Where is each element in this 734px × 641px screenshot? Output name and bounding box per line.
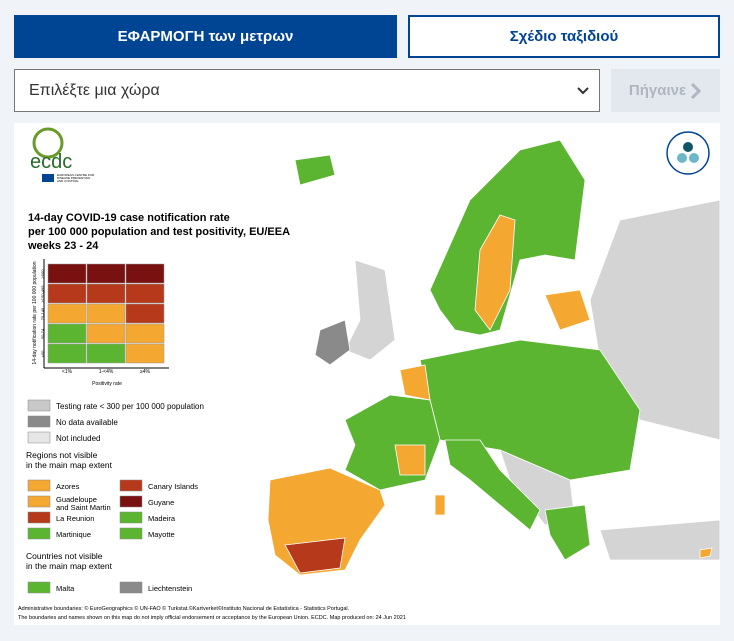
italy	[444, 439, 541, 531]
y-axis-label: 14-day notification rate per 100 000 pop…	[32, 261, 38, 364]
country-label: Liechtenstein	[148, 584, 192, 593]
finland-region	[544, 289, 591, 331]
select-placeholder: Επιλέξτε μια χώρα	[29, 81, 160, 99]
matrix-cell	[86, 343, 126, 364]
region-label: Martinique	[56, 530, 91, 539]
turkey	[599, 519, 720, 561]
y-label: ≥150-499	[40, 285, 45, 303]
logo-sub: AND CONTROL	[57, 179, 79, 183]
matrix-cell	[125, 263, 165, 284]
swatch	[27, 495, 51, 508]
country-select[interactable]: Επιλέξτε μια χώρα	[14, 69, 600, 112]
swatch	[119, 511, 143, 524]
x-label: ≥4%	[140, 369, 151, 375]
x-label: 1-<4%	[99, 369, 114, 375]
logo-sub: DISEASE PREVENTION	[57, 176, 90, 180]
iceland	[294, 154, 336, 186]
dot	[683, 142, 693, 152]
matrix-cell	[86, 263, 126, 284]
legend-label: Not included	[56, 434, 100, 443]
swatch	[27, 399, 51, 412]
countries-heading: in the main map extent	[26, 561, 113, 571]
tab-travel[interactable]: Σχέδιο ταξιδιού	[408, 15, 720, 58]
matrix-cell	[125, 323, 165, 344]
footer: Administrative boundaries: © EuroGeograp…	[18, 605, 350, 612]
logo-globe	[32, 127, 64, 159]
sweden-region	[474, 214, 516, 331]
swatch	[119, 495, 143, 508]
matrix-cell	[47, 283, 87, 304]
footer: The boundaries and names shown on this m…	[18, 615, 406, 621]
layers-button[interactable]	[666, 131, 710, 175]
matrix-cell	[47, 263, 87, 284]
swatch	[119, 479, 143, 492]
ireland	[314, 319, 351, 366]
country-label: Malta	[56, 584, 75, 593]
dot	[689, 153, 699, 163]
non-eu-east	[589, 199, 720, 441]
region-label: Azores	[56, 482, 80, 491]
arrow	[691, 82, 702, 99]
swatch	[27, 479, 51, 492]
regions-heading: Regions not visible	[26, 450, 98, 460]
matrix-cell	[86, 283, 126, 304]
region-label: Guyane	[148, 498, 174, 507]
map	[267, 139, 720, 576]
sardinia	[434, 494, 446, 516]
swatch	[27, 527, 51, 540]
region-label: Canary Islands	[148, 482, 198, 491]
benelux	[399, 364, 431, 401]
swatch	[119, 527, 143, 540]
y-label: 50-74	[40, 328, 45, 339]
x-label: <1%	[62, 369, 73, 375]
swatch	[27, 431, 51, 444]
cyprus	[699, 547, 713, 559]
matrix-cell	[86, 303, 126, 324]
swatch	[27, 511, 51, 524]
andalusia	[284, 537, 346, 574]
title: 14-day COVID-19 case notification rate	[28, 212, 230, 224]
title: weeks 23 - 24	[27, 240, 99, 252]
greece	[544, 504, 591, 561]
matrix-cell	[125, 283, 165, 304]
matrix-cell	[125, 303, 165, 324]
matrix: ≥500 ≥150-499 75-149 50-74 <50 <1% 1-<4% ≥4% 14-…	[32, 259, 169, 387]
swatch	[27, 415, 51, 428]
logo-name: ecdc	[30, 151, 72, 173]
legend-label: Testing rate < 300 per 100 000 populatio…	[56, 402, 204, 411]
swatch	[27, 581, 51, 594]
region-label: Guadeloupe and Saint Martin	[56, 495, 111, 512]
region-label: La Reunion	[56, 514, 94, 523]
matrix-cell	[47, 303, 87, 324]
countries-heading: Countries not visible	[26, 551, 103, 561]
region-label: Mayotte	[148, 530, 175, 539]
go-button[interactable]: Πήγαινε	[611, 69, 720, 112]
eu-flag	[42, 174, 54, 182]
dot	[677, 153, 687, 163]
y-label: <50	[40, 350, 45, 358]
swatch	[119, 581, 143, 594]
uk	[344, 259, 396, 361]
logo: ecdc EUROPEAN CENTRE FOR DISEASE PREVENT…	[30, 127, 95, 183]
x-axis-label: Positivity rate	[92, 381, 122, 387]
france-region	[394, 444, 426, 476]
matrix-cell	[47, 343, 87, 364]
matrix-cell	[47, 323, 87, 344]
y-label: ≥500	[40, 269, 45, 279]
y-label: 75-149	[40, 307, 45, 320]
title: per 100 000 population and test positivi…	[28, 226, 290, 238]
matrix-cell	[125, 343, 165, 364]
matrix-cell	[86, 323, 126, 344]
go-label: Πήγαινε	[628, 82, 687, 99]
tab-measures[interactable]: ΕΦΑΡΜΟΓΗ των μετρων	[14, 15, 397, 58]
logo-sub: EUROPEAN CENTRE FOR	[57, 173, 95, 177]
map-panel: ecdc EUROPEAN CENTRE FOR DISEASE PREVENT…	[14, 123, 720, 625]
legend: Testing rate < 300 per 100 000 populatio…	[26, 399, 204, 594]
layers-circle[interactable]	[666, 131, 710, 175]
region-label: Madeira	[148, 514, 176, 523]
chevron	[577, 87, 589, 95]
legend-label: No data available	[56, 418, 118, 427]
regions-heading: in the main map extent	[26, 460, 113, 470]
